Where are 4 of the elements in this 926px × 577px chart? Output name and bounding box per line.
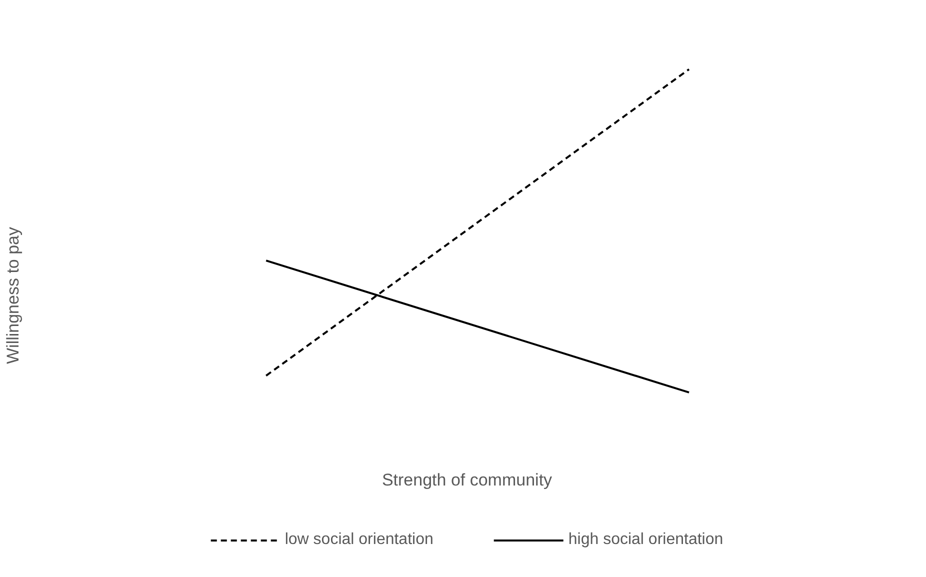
y-axis-title: Willingness to pay [4, 226, 22, 364]
x-axis-title: Strength of community [382, 470, 553, 490]
legend-label: high social orientation [568, 531, 724, 549]
legend-label: low social orientation [284, 531, 434, 549]
